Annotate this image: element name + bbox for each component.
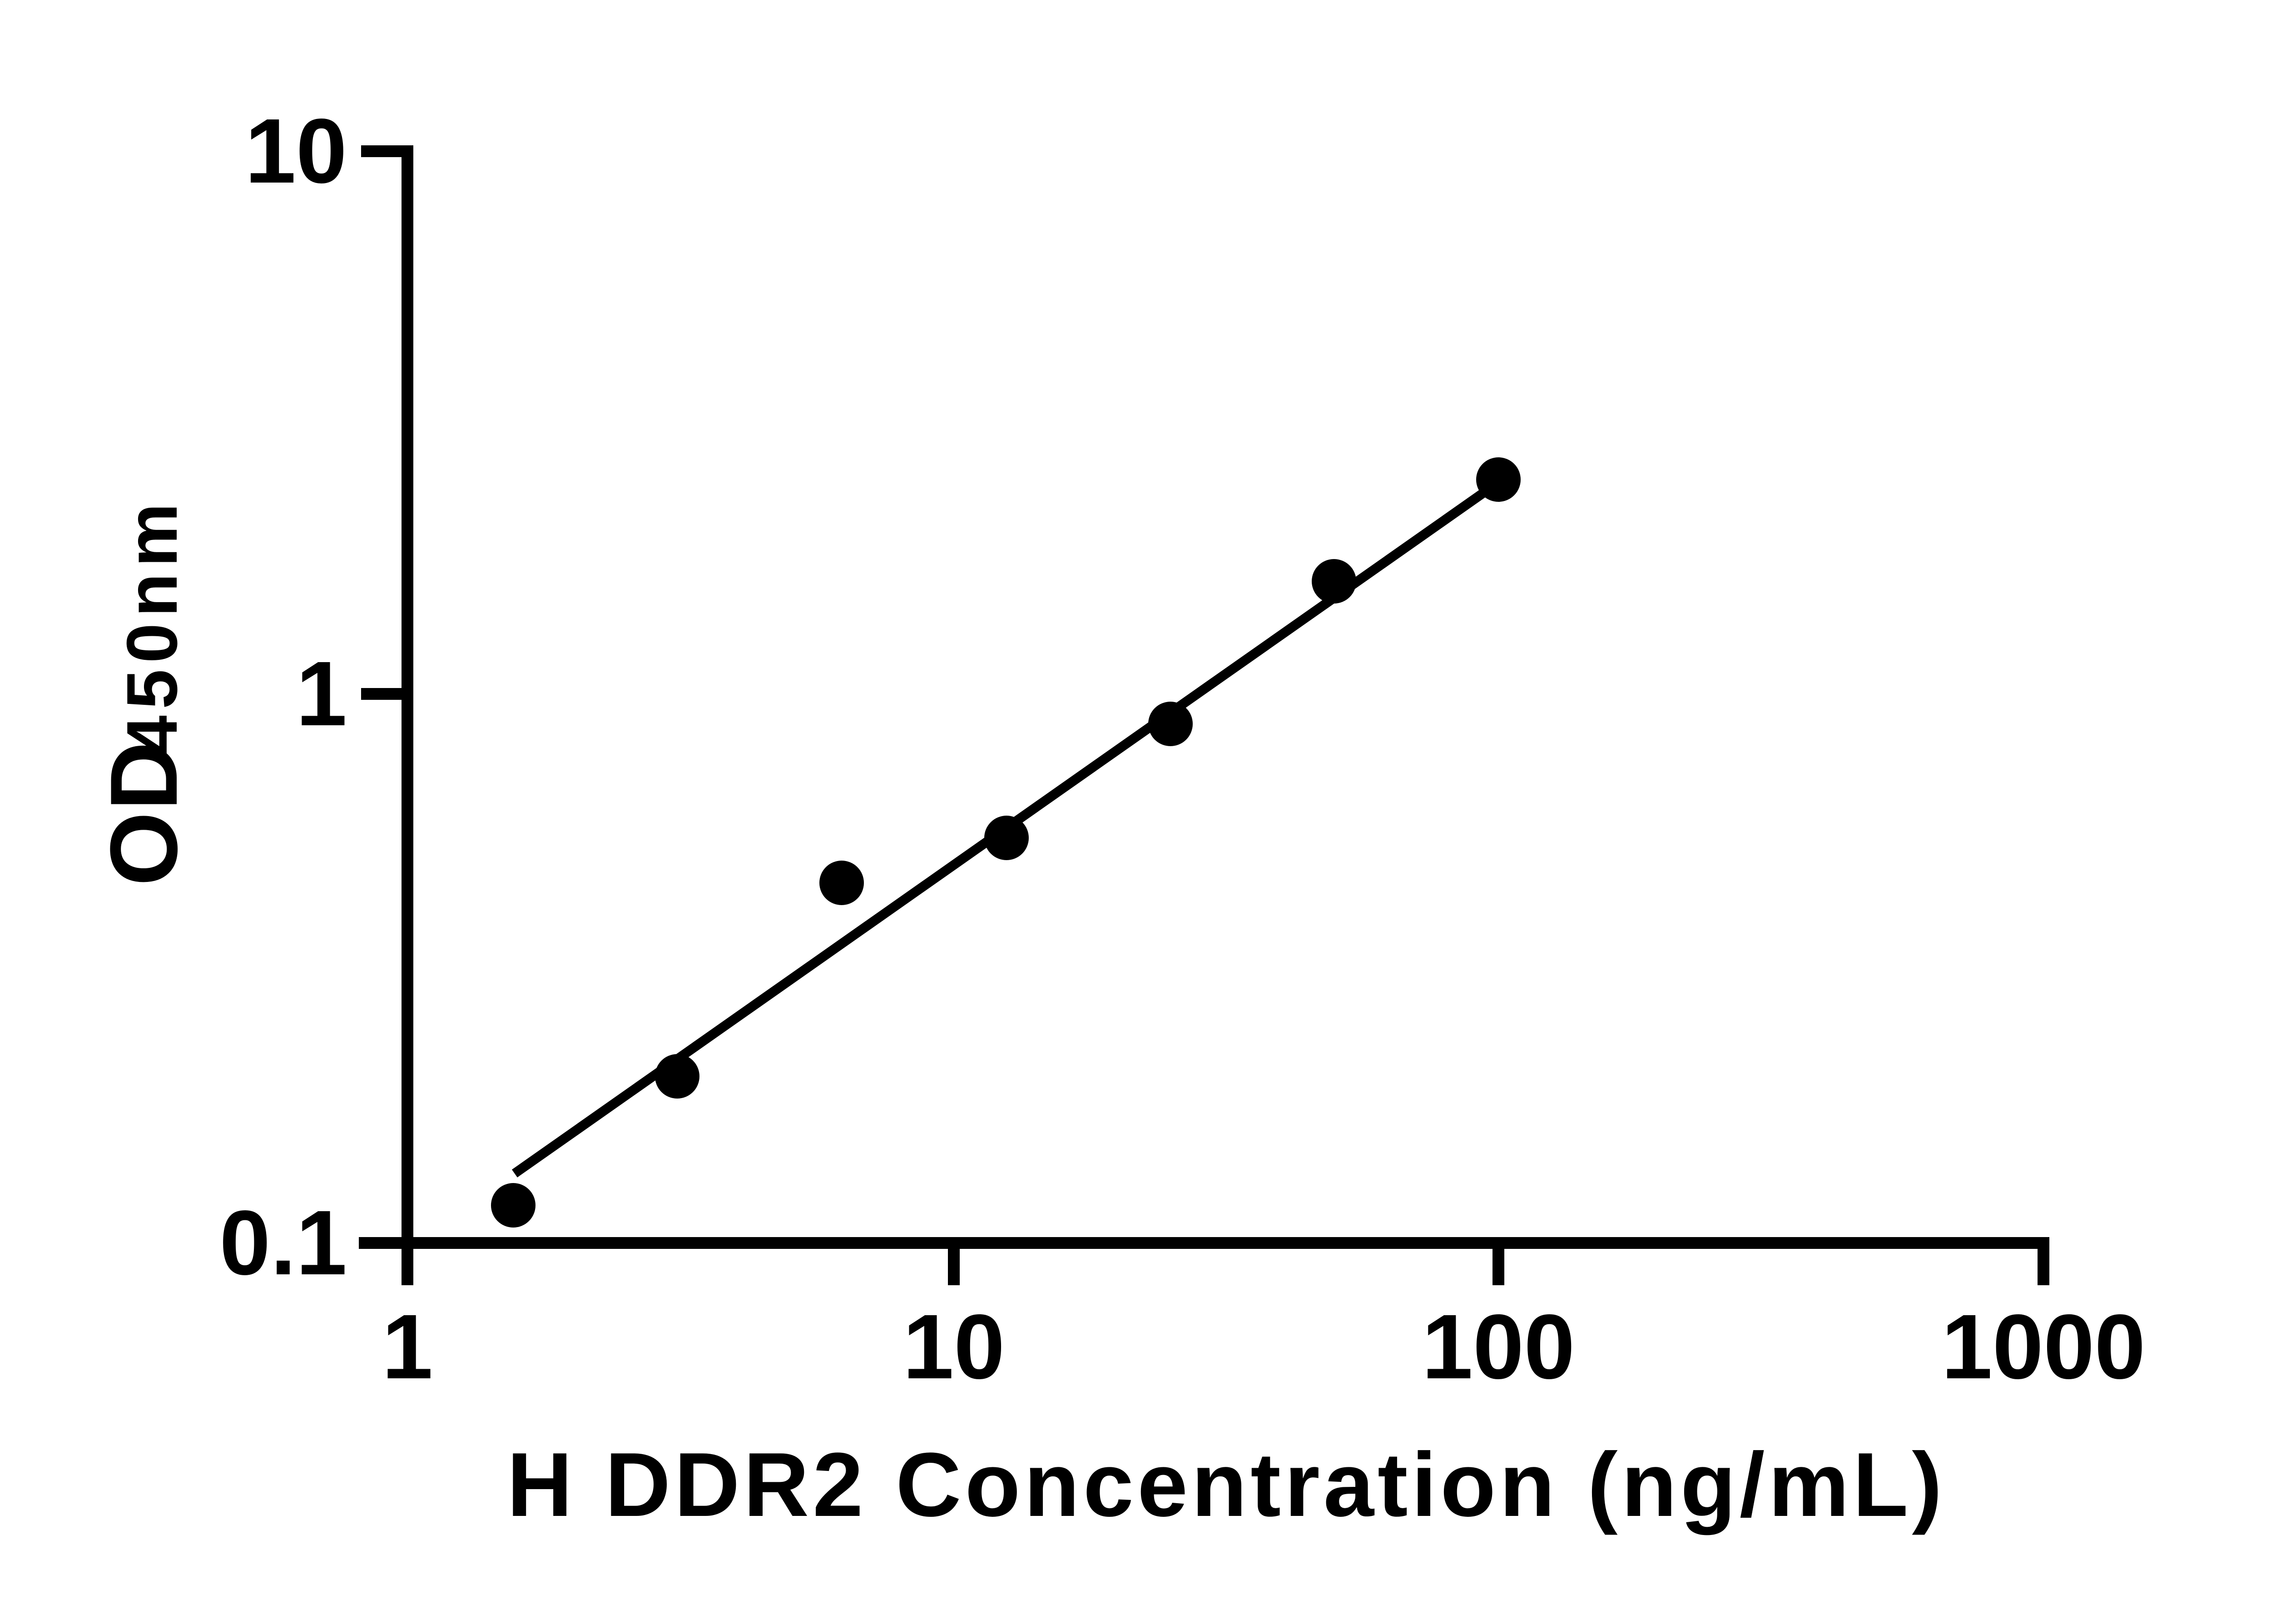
svg-text:H DDR2 Concentration (ng/mL): H DDR2 Concentration (ng/mL) [507,1434,1942,1535]
svg-text:10: 10 [245,99,347,202]
svg-text:10: 10 [903,1295,1005,1398]
svg-text:1: 1 [296,642,347,745]
svg-text:1: 1 [382,1295,433,1398]
svg-text:1000: 1000 [1941,1295,2145,1398]
svg-text:0.1: 0.1 [219,1191,347,1294]
svg-text:450nm: 450nm [112,503,192,755]
svg-text:OD: OD [90,742,197,886]
svg-text:100: 100 [1422,1295,1575,1398]
